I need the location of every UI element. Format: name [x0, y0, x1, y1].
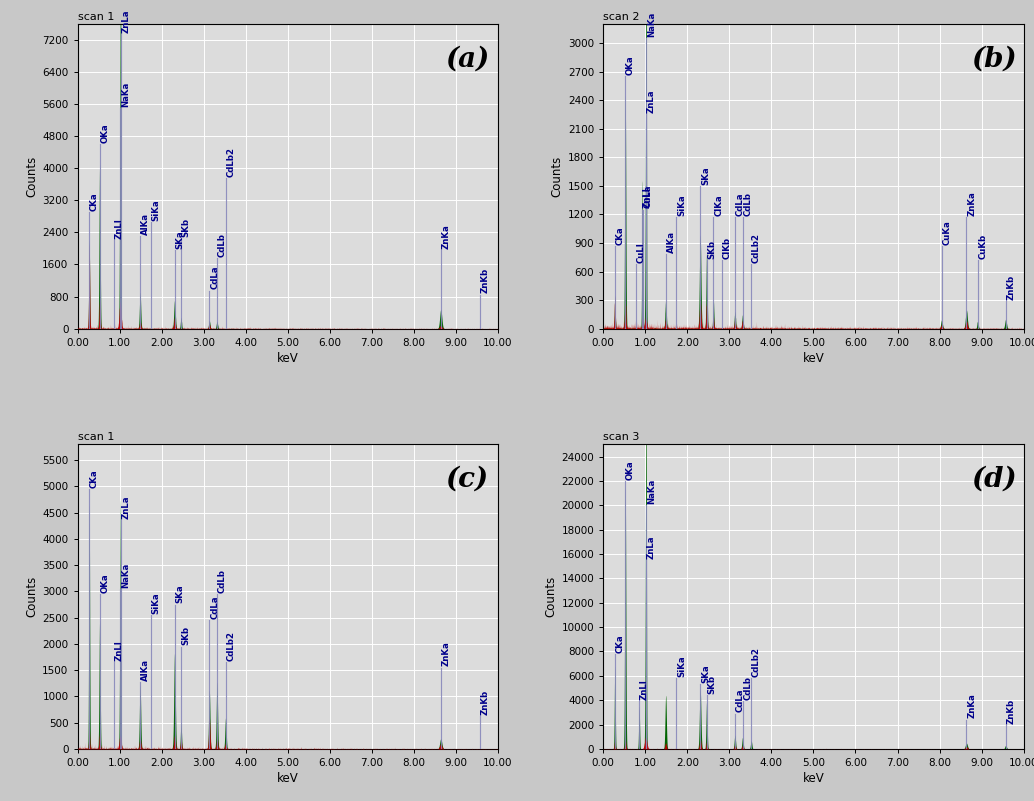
Text: SKb: SKb [707, 239, 717, 259]
Text: SKa: SKa [701, 166, 710, 184]
Y-axis label: Counts: Counts [544, 576, 557, 618]
Text: scan 1: scan 1 [78, 12, 114, 22]
Text: (c): (c) [446, 465, 489, 493]
X-axis label: keV: keV [277, 772, 299, 785]
Y-axis label: Counts: Counts [25, 576, 38, 618]
Text: ZnLa: ZnLa [646, 90, 656, 113]
Text: ZnKa: ZnKa [442, 224, 451, 249]
Text: SiKa: SiKa [677, 655, 687, 677]
Text: SiKa: SiKa [152, 199, 160, 221]
Text: ZnLa: ZnLa [121, 10, 130, 33]
Text: CdLb: CdLb [218, 569, 226, 593]
Text: ZnKb: ZnKb [481, 268, 490, 293]
Text: ClKa: ClKa [714, 195, 723, 216]
Text: (a): (a) [446, 46, 490, 72]
Text: AlKa: AlKa [141, 213, 150, 235]
Text: AlKa: AlKa [667, 231, 675, 253]
Text: ZnLl: ZnLl [643, 187, 652, 208]
Text: NaKa: NaKa [647, 479, 656, 504]
Text: CKa: CKa [615, 226, 625, 244]
Text: (b): (b) [971, 46, 1016, 72]
Text: CuKb: CuKb [978, 234, 987, 259]
Text: CKa: CKa [90, 192, 99, 211]
Text: ZnLa: ZnLa [121, 496, 130, 519]
Y-axis label: Counts: Counts [551, 155, 564, 197]
Text: ZnKa: ZnKa [442, 642, 451, 666]
Text: CdLb2: CdLb2 [752, 232, 761, 263]
Text: CdLb: CdLb [743, 676, 753, 700]
Text: ZnKa: ZnKa [967, 694, 976, 718]
Text: OKa: OKa [626, 55, 635, 75]
Text: NaKa: NaKa [121, 82, 130, 107]
Text: CKa: CKa [615, 634, 625, 653]
Text: CuLl: CuLl [637, 242, 646, 263]
Text: NaKa: NaKa [121, 562, 130, 588]
Text: SiKa: SiKa [152, 592, 160, 614]
Text: ClKb: ClKb [723, 237, 732, 259]
Text: CdLa: CdLa [210, 266, 219, 289]
Text: scan 1: scan 1 [78, 433, 114, 442]
Text: scan 2: scan 2 [603, 12, 640, 22]
Text: CdLb2: CdLb2 [752, 647, 761, 677]
Text: (d): (d) [971, 465, 1016, 493]
Text: SKb: SKb [707, 675, 717, 694]
Text: CdLb2: CdLb2 [226, 631, 236, 661]
Text: CKa: CKa [90, 469, 99, 488]
Text: CdLb: CdLb [743, 192, 753, 216]
Text: SKa: SKa [701, 665, 710, 683]
Text: ZnKb: ZnKb [1006, 275, 1015, 300]
Text: ZnLl: ZnLl [115, 640, 123, 661]
Text: CuKa: CuKa [942, 219, 951, 244]
Text: ZnKb: ZnKb [481, 690, 490, 715]
Text: ZnLa: ZnLa [646, 535, 656, 559]
Text: OKa: OKa [100, 574, 110, 593]
Text: CdLb: CdLb [218, 233, 226, 257]
Text: SKa: SKa [176, 585, 184, 603]
Text: OKa: OKa [100, 123, 110, 143]
Text: SKa: SKa [176, 231, 184, 249]
X-axis label: keV: keV [802, 352, 824, 364]
X-axis label: keV: keV [802, 772, 824, 785]
Text: CdLa: CdLa [736, 192, 744, 216]
Text: SiKa: SiKa [677, 195, 687, 216]
Text: CuLa: CuLa [644, 185, 652, 208]
Text: ZnKb: ZnKb [1006, 698, 1015, 724]
Text: SKb: SKb [182, 626, 191, 646]
Text: OKa: OKa [626, 460, 635, 480]
Y-axis label: Counts: Counts [25, 155, 38, 197]
Text: NaKa: NaKa [647, 12, 656, 37]
Text: scan 3: scan 3 [603, 433, 640, 442]
Text: ZnLl: ZnLl [115, 219, 123, 239]
X-axis label: keV: keV [277, 352, 299, 364]
Text: SKb: SKb [182, 218, 191, 237]
Text: CdLb2: CdLb2 [226, 147, 236, 177]
Text: CdLa: CdLa [210, 596, 219, 619]
Text: ZnLl: ZnLl [640, 679, 649, 700]
Text: ZnKa: ZnKa [967, 191, 976, 216]
Text: AlKa: AlKa [141, 659, 150, 681]
Text: CdLa: CdLa [736, 689, 744, 712]
